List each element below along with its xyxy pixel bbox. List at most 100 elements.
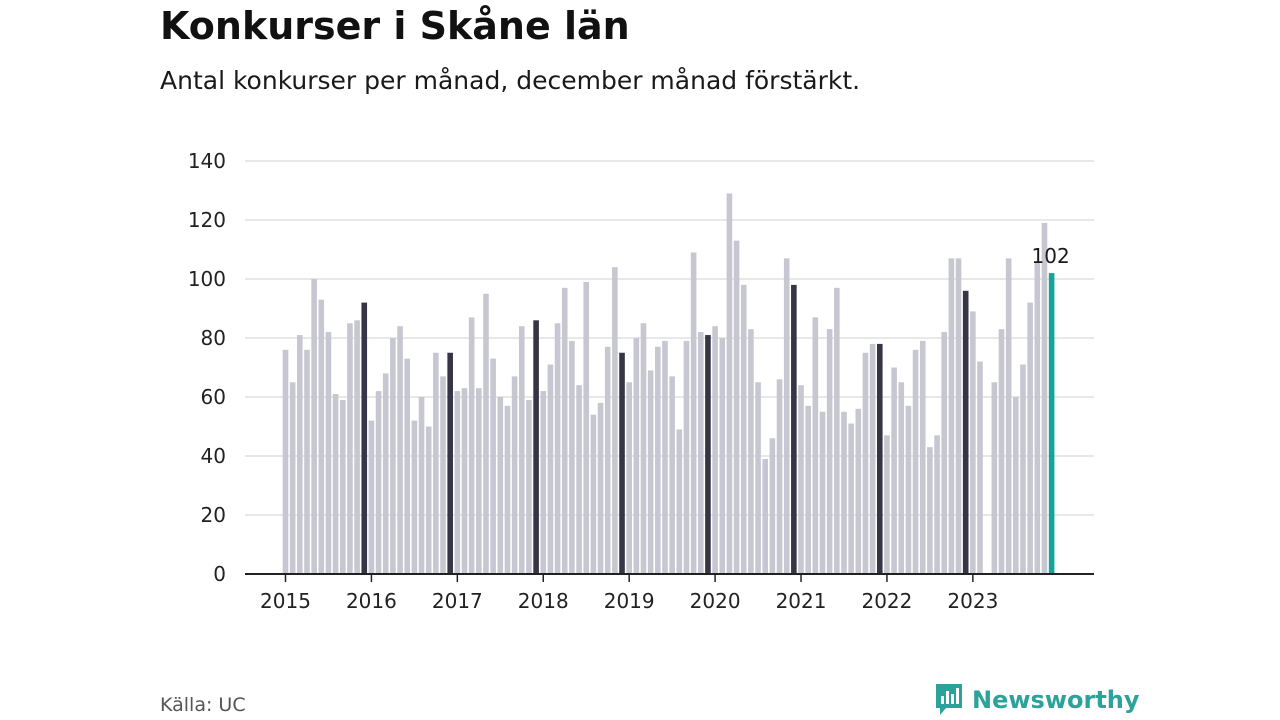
bar	[991, 382, 998, 574]
bar	[647, 370, 654, 574]
chart-title: Konkurser i Skåne län	[160, 4, 630, 48]
bar-latest	[1048, 273, 1055, 574]
value-annotation: 102	[1032, 244, 1070, 268]
bar	[511, 376, 518, 574]
bar	[483, 293, 489, 574]
bar	[604, 346, 611, 574]
bar	[440, 376, 446, 574]
bar	[576, 385, 582, 574]
bar	[347, 323, 353, 574]
bar	[855, 408, 862, 574]
bar	[1013, 397, 1019, 574]
bar	[476, 388, 482, 574]
x-tick-label: 2022	[861, 589, 912, 613]
bar	[748, 329, 754, 574]
bar	[740, 284, 747, 574]
bar	[318, 299, 325, 574]
bar-december	[705, 335, 711, 574]
x-tick-label: 2015	[260, 589, 311, 613]
bar	[561, 287, 568, 574]
y-tick-label: 120	[188, 208, 226, 232]
bar	[418, 397, 425, 574]
bar	[425, 426, 432, 574]
bar	[841, 411, 847, 574]
bar	[311, 279, 317, 574]
bar	[712, 326, 718, 574]
bar	[905, 405, 912, 574]
bar	[669, 376, 675, 574]
bar	[898, 382, 905, 574]
source-note: Källa: UC	[160, 694, 246, 716]
bar	[1020, 364, 1026, 574]
bar	[554, 323, 561, 574]
bar	[884, 435, 890, 574]
bar-december	[876, 343, 883, 574]
x-tick-label: 2021	[776, 589, 827, 613]
y-tick-label: 80	[201, 326, 226, 350]
bar	[955, 258, 962, 574]
bar	[826, 329, 833, 574]
bar	[382, 373, 389, 574]
bar	[540, 391, 547, 574]
bar	[626, 382, 632, 574]
bar	[755, 382, 761, 574]
bar	[325, 332, 332, 574]
x-tick-label: 2018	[518, 589, 569, 613]
bar	[411, 420, 418, 574]
x-tick-label: 2017	[432, 589, 483, 613]
bar	[798, 385, 804, 574]
bar	[339, 399, 346, 574]
bar	[819, 411, 826, 574]
bar	[891, 367, 897, 574]
bar	[998, 329, 1005, 574]
y-tick-label: 60	[201, 385, 226, 409]
bar	[547, 364, 554, 574]
bar	[368, 420, 375, 574]
bar	[726, 193, 733, 574]
bar	[569, 340, 575, 574]
bar	[461, 388, 468, 574]
newsworthy-logo-icon	[936, 684, 962, 715]
x-tick-label: 2020	[690, 589, 741, 613]
bar	[297, 335, 303, 574]
bar	[912, 349, 919, 574]
bar	[397, 326, 403, 574]
bar	[633, 338, 640, 574]
bar	[948, 258, 955, 574]
bar	[934, 435, 940, 574]
bar-chart: 0 20 40 60 80 100 120 140 102 2015 2016 2017 2018 201…	[188, 149, 1094, 613]
bar	[719, 338, 726, 574]
brand-logo: Newsworthy	[934, 682, 1140, 718]
bar	[497, 397, 504, 574]
bar	[927, 447, 933, 574]
bar	[970, 311, 976, 574]
bar	[762, 458, 769, 574]
bar	[834, 287, 840, 574]
bar	[862, 352, 869, 574]
bar	[468, 317, 475, 574]
bar	[697, 332, 704, 574]
x-tick-label: 2019	[604, 589, 655, 613]
y-tick-label: 0	[213, 562, 226, 586]
bar	[490, 358, 496, 574]
bar-december	[791, 284, 797, 574]
bar	[676, 429, 683, 574]
bar	[769, 438, 776, 574]
bar	[433, 352, 439, 574]
bar	[375, 391, 382, 574]
chart-subtitle: Antal konkurser per månad, december måna…	[160, 66, 861, 95]
y-tick-label: 140	[188, 149, 226, 173]
y-tick-label: 40	[201, 444, 226, 468]
x-tick-label: 2016	[346, 589, 397, 613]
brand-name: Newsworthy	[972, 686, 1140, 714]
bar	[776, 379, 783, 574]
bar	[282, 349, 289, 574]
bar	[526, 399, 532, 574]
bar	[1005, 258, 1012, 574]
bar	[454, 391, 461, 574]
bar	[583, 281, 590, 574]
bar	[640, 323, 647, 574]
bar	[655, 346, 661, 574]
bar	[332, 394, 339, 574]
bar	[733, 240, 740, 574]
